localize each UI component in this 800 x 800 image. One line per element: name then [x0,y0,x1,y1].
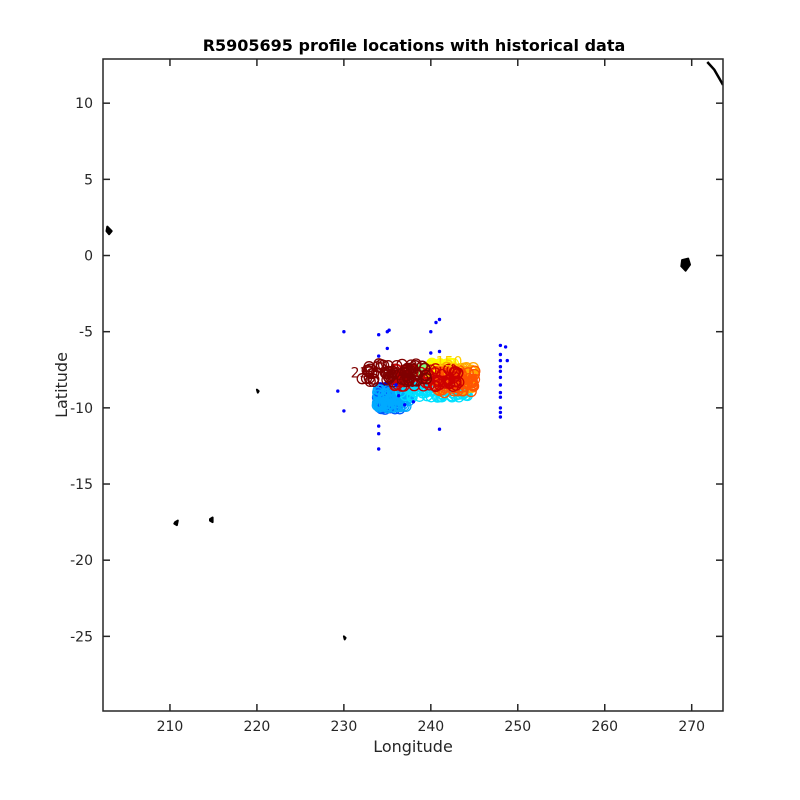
historical-point [498,406,503,410]
historical-point [498,395,503,399]
x-tick-label: 240 [417,719,444,735]
profile-number-labels: 150 23 [351,355,463,382]
historical-point [411,400,416,404]
profile-number-label: 23 [351,365,369,381]
float-profile-marker [377,359,390,372]
float-profile-marker [399,364,412,376]
historical-point [437,427,442,431]
historical-point [342,330,346,334]
island [255,388,260,394]
historical-point [498,410,503,415]
coastline [706,61,723,86]
historical-point [498,358,503,363]
float-profile-marker [362,365,375,377]
x-tick-label: 220 [244,719,271,735]
float-profile-marker [465,385,477,398]
float-profile-marker [448,366,460,378]
float-profile-marker [469,365,481,377]
historical-point [437,317,442,322]
float-profile-marker [364,363,376,375]
historical-point [429,330,433,334]
historical-point [377,424,381,428]
x-tick-label: 250 [504,719,531,735]
float-profile-marker [400,400,412,413]
y-tick-label: 5 [84,172,93,188]
historical-point [498,369,503,373]
historical-point [394,383,398,387]
historical-point [498,343,503,348]
y-tick-label: -25 [70,629,93,645]
float-profile-marker [401,362,414,374]
historical-point [498,375,503,380]
x-tick-label: 210 [157,719,184,735]
historical-point [498,390,503,395]
float-profile-marker [387,393,399,406]
historical-point [377,333,381,337]
float-profile-marker [387,365,399,377]
historical-point [429,351,433,355]
float-profile-marker [381,365,394,378]
float-profile-marker [356,373,368,385]
float-profile-marker [430,380,442,392]
float-profile-marker [373,398,385,410]
historical-point [377,432,381,436]
x-axis-label: Longitude [373,737,453,756]
y-tick-label: -20 [70,553,93,569]
historical-point [377,354,381,358]
historical-point [437,349,442,354]
historical-point [505,358,509,363]
y-ticks: 10 5 0 -5 -10 -15 -20 -25 [70,96,723,645]
island [173,519,179,527]
historical-point [498,352,503,357]
float-profile-marker [367,373,380,385]
float-profile-marker [388,401,400,413]
y-tick-label: -5 [79,325,93,341]
historical-point [387,328,391,332]
float-profile-marker [417,387,429,399]
historical-point [336,389,340,393]
historical-point [385,346,389,351]
historical-point [498,383,503,387]
island [105,225,113,236]
historical-point [498,415,503,419]
float-profile-marker [388,367,400,380]
historical-point [397,394,401,398]
float-profile-layer [356,357,481,415]
historical-point [503,345,508,349]
plot-area: 150 23 [103,59,723,711]
axes: 210 220 230 240 250 260 270 10 5 0 -5 -10 -15 -20 -25 [70,58,724,735]
float-profile-marker [468,368,481,381]
x-tick-label: 270 [678,719,705,735]
y-tick-label: 0 [84,249,93,265]
float-profile-marker [429,363,442,375]
island [342,635,347,641]
x-tick-label: 230 [331,719,358,735]
profile-number-label: 150 [436,355,463,371]
historical-point [498,365,503,369]
historical-point [403,403,407,407]
historical-point [434,320,438,325]
historical-point [377,447,381,451]
float-profile-marker [468,373,481,386]
x-ticks: 210 220 230 240 250 260 270 [157,59,705,735]
island [209,516,214,524]
y-tick-label: 10 [75,96,93,112]
float-profile-marker [379,367,392,379]
plot-frame [102,58,724,712]
float-profile-marker [406,362,418,374]
land-layer [105,61,723,641]
island [680,257,691,272]
historical-points-layer [336,317,509,451]
float-profile-marker [443,376,456,389]
historical-point [342,409,346,413]
chart-title: R5905695 profile locations with historic… [203,36,626,55]
y-tick-label: -10 [70,401,93,417]
x-tick-label: 260 [591,719,618,735]
float-profile-marker [401,375,413,388]
y-axis-label: Latitude [52,352,71,418]
y-tick-label: -15 [70,477,93,493]
